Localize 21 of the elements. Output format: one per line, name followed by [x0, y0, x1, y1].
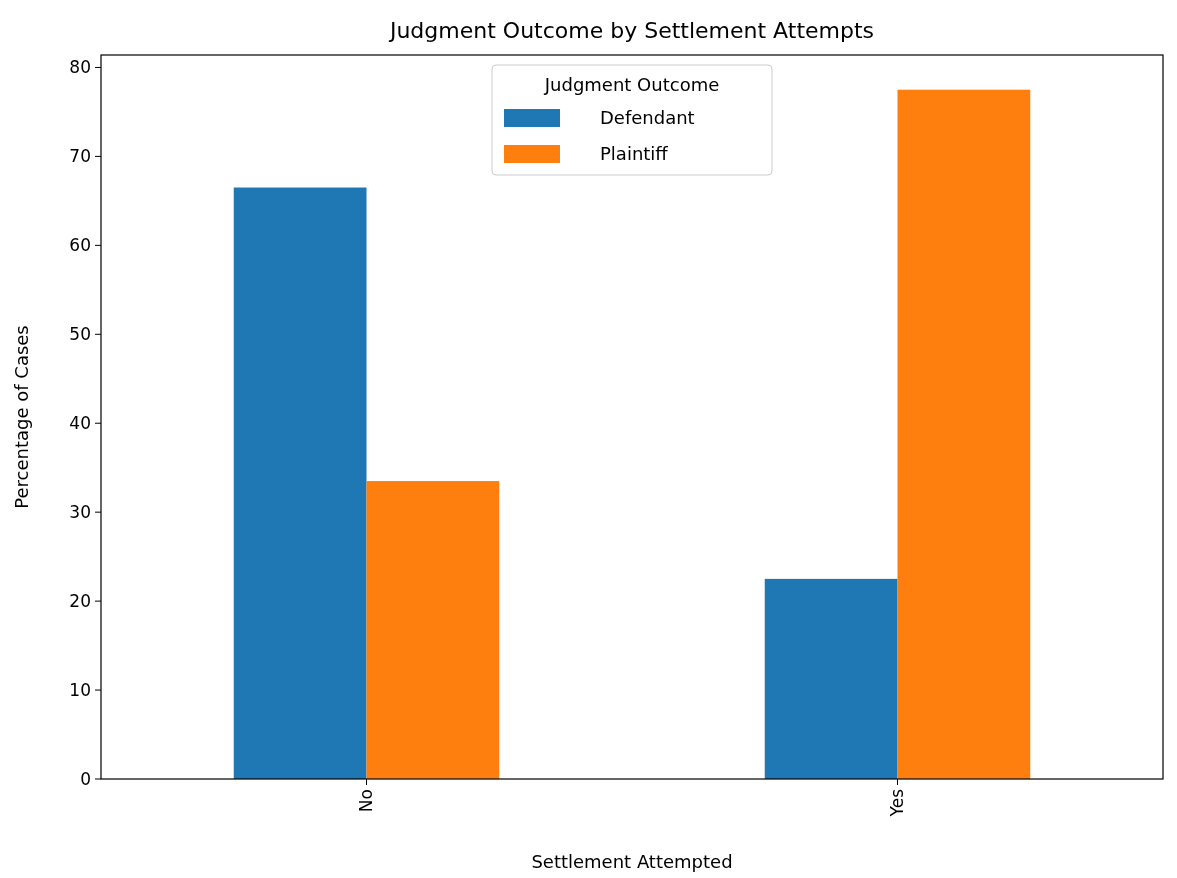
y-tick-label: 50	[69, 324, 91, 345]
y-tick-label: 70	[69, 146, 91, 167]
x-axis-title: Settlement Attempted	[531, 851, 733, 872]
bar	[233, 187, 367, 779]
y-tick-label: 60	[69, 235, 91, 256]
chart-title: Judgment Outcome by Settlement Attempts	[387, 18, 875, 43]
y-tick-label: 10	[69, 680, 91, 701]
y-tick-label: 20	[69, 591, 91, 612]
y-tick-label: 30	[69, 502, 91, 523]
x-tick-label: No	[356, 789, 377, 813]
y-tick-label: 80	[69, 57, 91, 78]
legend-label: Defendant	[600, 107, 695, 129]
bar	[897, 89, 1031, 779]
y-axis-title: Percentage of Cases	[11, 325, 32, 509]
legend-label: Plaintiff	[600, 143, 669, 165]
legend-title: Judgment Outcome	[543, 74, 720, 95]
x-tick-label: Yes	[887, 788, 908, 818]
bar	[764, 578, 898, 779]
bar	[366, 481, 500, 779]
y-tick-label: 0	[80, 768, 91, 789]
y-tick-label: 40	[69, 413, 91, 434]
